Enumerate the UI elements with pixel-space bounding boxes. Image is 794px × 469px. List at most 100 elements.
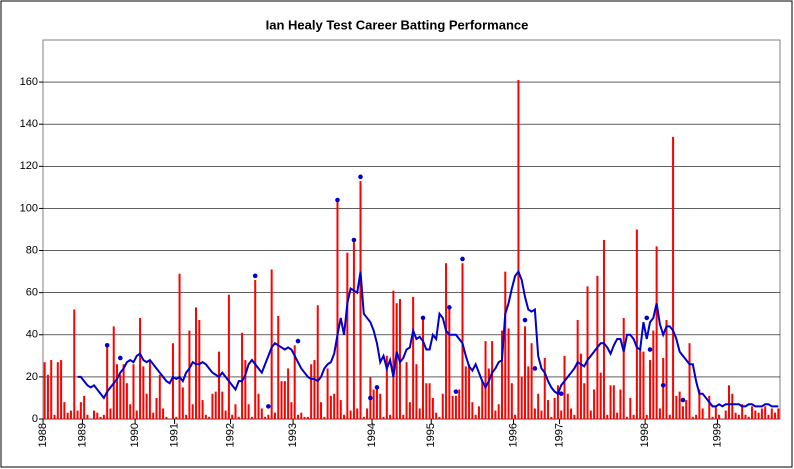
x-tick-label: 1998 [639,423,651,447]
bar [754,410,757,419]
not-out-marker [522,317,528,323]
bar [724,410,727,419]
bar [280,381,283,419]
not-out-marker [351,237,357,243]
bar [257,393,260,419]
bar [221,391,224,419]
bar [175,416,178,419]
bar [622,317,625,419]
bar [129,404,132,419]
bar [718,414,721,419]
bar [56,362,59,419]
bar [343,414,346,419]
bar [606,414,609,419]
not-out-marker [374,385,380,390]
bar [645,414,648,419]
not-out-marker [532,366,538,371]
bar [760,408,763,419]
bar [514,414,517,419]
bar [632,414,635,419]
bar [362,416,365,419]
bar [204,414,207,419]
bar [185,414,188,419]
bar [685,400,688,419]
bar [145,393,148,419]
bar [767,414,770,419]
bar [698,389,701,419]
bar [639,349,642,419]
bar [609,385,612,419]
bar [408,402,411,419]
bar [751,406,754,419]
bar [79,402,82,419]
not-out-marker [447,305,452,310]
bar [125,383,128,419]
bar [323,416,326,419]
bar [524,326,527,419]
bar [66,412,69,419]
bar [264,416,267,419]
not-out-marker [266,404,271,409]
bar [287,368,290,419]
bar [428,383,431,419]
bar [234,404,237,419]
bar [688,343,691,419]
bar [741,404,744,419]
not-out-marker [680,397,686,403]
bar [484,341,487,419]
bar [356,408,359,419]
bar [333,393,336,419]
y-tick-label: 80 [26,244,38,256]
bar [349,410,352,419]
bar [83,395,86,419]
x-tick-label: 1995 [425,423,437,447]
bar [277,315,280,419]
not-out-marker [647,347,653,352]
bar [451,395,454,419]
bar [448,309,451,419]
bar [579,353,582,419]
y-tick-label: 140 [20,118,38,130]
bar [316,305,319,419]
bar [757,412,760,419]
bar [629,397,632,419]
bar [366,408,369,419]
bar [339,400,342,419]
bar [254,280,257,419]
bar [517,80,520,419]
bar [99,416,102,419]
bar [313,360,316,419]
bar [593,389,596,419]
bar [619,389,622,419]
bar [566,393,569,419]
bar [435,412,438,419]
bar [774,412,777,419]
bar [461,263,464,419]
bar [148,360,151,419]
bar [494,410,497,419]
bar [445,263,448,419]
bar [69,410,72,419]
bar [454,395,457,419]
bar [122,364,125,419]
bar [152,412,155,419]
bar [533,408,536,419]
bar [273,412,276,419]
bar [589,410,592,419]
bar [556,385,559,419]
bar [76,410,79,419]
bar [464,366,467,419]
bar [237,416,240,419]
bar [573,414,576,419]
not-out-marker [460,256,465,262]
x-tick-label: 1994 [366,423,378,447]
bar [438,416,441,419]
not-out-marker [644,315,650,321]
bar [616,412,619,419]
bar [678,391,681,419]
bar [116,364,119,419]
bar [178,273,181,419]
bar [731,393,734,419]
bar [658,408,661,419]
y-tick-label: 20 [26,371,38,383]
